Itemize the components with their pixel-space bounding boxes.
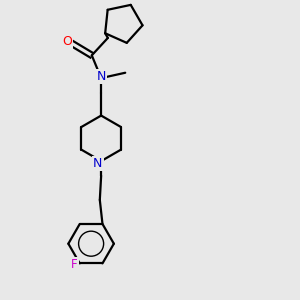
Text: N: N	[93, 157, 103, 170]
Text: F: F	[71, 258, 78, 271]
Text: O: O	[62, 35, 72, 48]
Text: N: N	[97, 70, 106, 83]
